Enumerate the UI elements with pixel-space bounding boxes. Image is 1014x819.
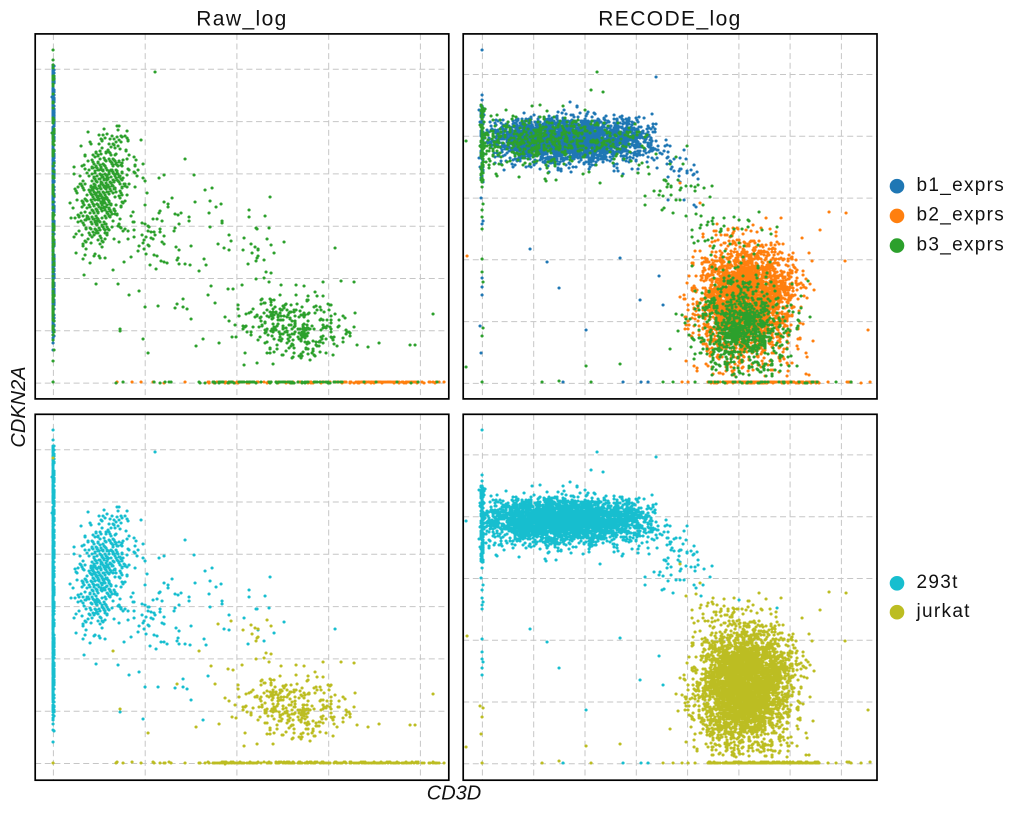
svg-text:jurkat: jurkat — [916, 601, 971, 622]
svg-text:b1_exprs: b1_exprs — [917, 175, 1006, 196]
svg-text:b3_exprs: b3_exprs — [917, 234, 1006, 255]
svg-text:293t: 293t — [917, 572, 959, 593]
svg-text:CD3D: CD3D — [427, 783, 481, 805]
svg-text:b2_exprs: b2_exprs — [917, 205, 1006, 226]
svg-text:CDKN2A: CDKN2A — [8, 366, 30, 447]
svg-text:RECODE_log: RECODE_log — [598, 8, 742, 31]
svg-text:Raw_log: Raw_log — [196, 8, 288, 31]
